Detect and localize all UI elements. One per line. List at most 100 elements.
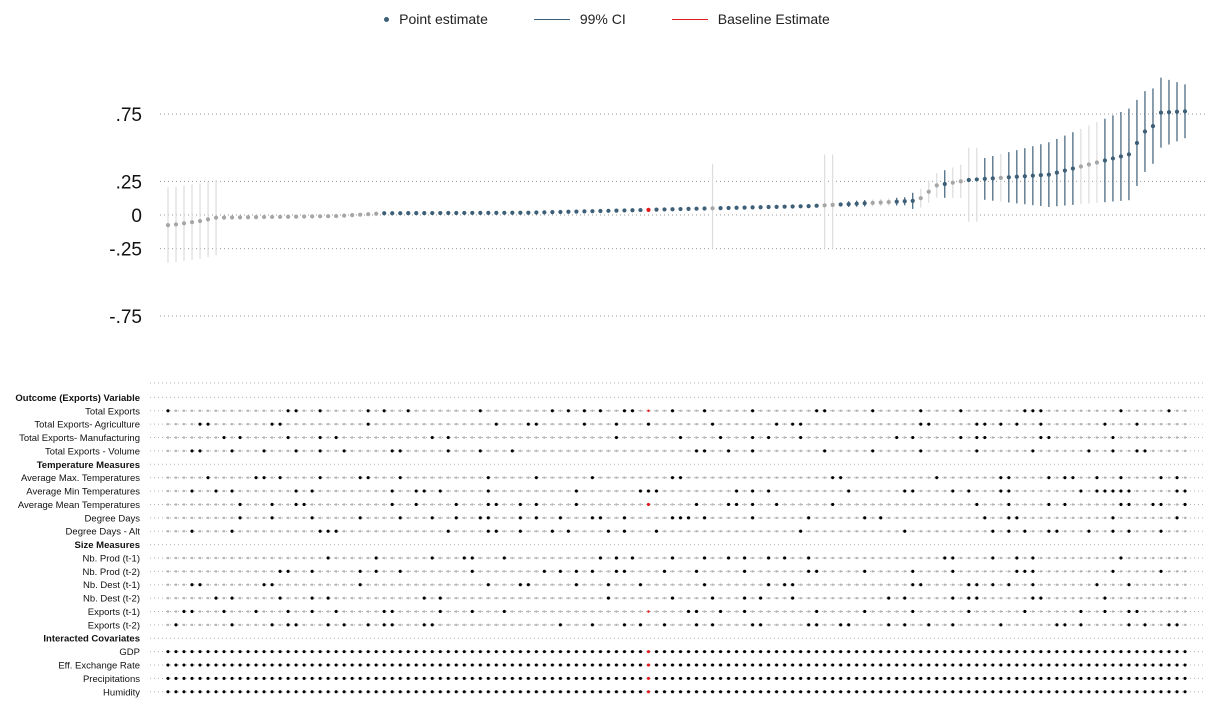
spec-dot (687, 623, 690, 627)
spec-dot (270, 502, 274, 506)
spec-dot (1159, 610, 1163, 613)
spec-dot (1119, 436, 1123, 439)
spec-dot (694, 502, 699, 506)
spec-dot (799, 690, 803, 694)
spec-dot (655, 623, 658, 627)
spec-dot (767, 556, 771, 560)
spec-dot (703, 570, 706, 573)
spec-dot (519, 449, 522, 453)
spec-dot (831, 409, 834, 413)
spec-dot (863, 583, 866, 586)
spec-dot (206, 596, 210, 600)
spec-dot (262, 422, 266, 426)
point-estimate (774, 204, 779, 209)
spec-dot (174, 476, 178, 479)
spec-dot (1175, 409, 1179, 413)
spec-dot (374, 489, 378, 493)
point-estimate (950, 180, 955, 185)
spec-dot (166, 596, 170, 600)
spec-dot (174, 610, 178, 613)
spec-dot (447, 516, 450, 520)
spec-dot (935, 556, 939, 560)
spec-dot (879, 676, 883, 680)
spec-dot (839, 663, 843, 667)
spec-dot (1047, 489, 1051, 493)
spec-dot (486, 529, 490, 533)
group-header: Outcome (Exports) Variable (15, 393, 140, 404)
point-estimate (1038, 173, 1043, 178)
spec-dot (879, 663, 883, 667)
point-estimate (1078, 164, 1083, 169)
spec-dot (1031, 623, 1035, 627)
spec-dot (775, 516, 778, 520)
spec-dot (823, 503, 826, 506)
spec-dot (1103, 596, 1107, 600)
spec-dot (991, 596, 995, 600)
point-estimate (270, 214, 275, 220)
spec-dot (775, 623, 778, 627)
spec-dot (767, 676, 771, 680)
spec-dot (983, 583, 987, 586)
spec-dot (455, 610, 458, 613)
spec-dot (630, 409, 635, 413)
spec-dot (879, 583, 882, 586)
spec-dot (678, 516, 683, 520)
spec-dot (1071, 422, 1075, 426)
spec-dot (374, 476, 378, 479)
spec-dot (182, 516, 186, 520)
spec-dot (1007, 476, 1011, 480)
spec-dot (687, 556, 690, 560)
spec-dot (270, 570, 274, 573)
spec-dot (903, 690, 907, 694)
spec-dot (1159, 650, 1163, 654)
spec-dot (646, 489, 651, 493)
spec-dot (455, 623, 458, 627)
spec-dot (222, 503, 226, 506)
spec-dot (558, 650, 562, 654)
spec-dot (1103, 516, 1107, 520)
spec-dot (526, 676, 530, 680)
spec-dot (967, 476, 971, 479)
spec-dot (1159, 502, 1163, 506)
point-estimate (1070, 166, 1075, 171)
spec-dot (358, 436, 362, 439)
spec-dot (302, 623, 306, 627)
spec-dot (254, 609, 258, 614)
spec-dot (919, 570, 922, 573)
spec-dot (382, 516, 386, 520)
spec-dot (1159, 476, 1163, 480)
spec-dot (831, 449, 834, 453)
spec-dot (1175, 676, 1179, 680)
spec-dot (358, 569, 362, 573)
spec-dot (1151, 676, 1155, 680)
spec-dot (1119, 650, 1123, 654)
spec-dot (543, 596, 546, 600)
spec-row-label: Exports (t-1) (88, 607, 140, 618)
point-estimate (846, 201, 851, 207)
spec-dot (831, 583, 834, 586)
spec-dot (342, 516, 346, 520)
spec-dot (390, 476, 394, 479)
spec-dot (190, 663, 194, 667)
spec-dot (1143, 690, 1147, 694)
spec-dot (166, 663, 170, 667)
spec-dot (655, 516, 658, 520)
spec-dot (639, 529, 642, 533)
spec-dot (527, 503, 530, 506)
spec-dot (1079, 690, 1083, 694)
spec-dot (1095, 436, 1099, 439)
spec-dot (342, 690, 346, 694)
spec-dot (959, 489, 963, 493)
spec-dot (398, 409, 402, 413)
spec-dot (959, 476, 963, 479)
spec-dot (831, 422, 834, 426)
spec-dot (423, 570, 426, 573)
spec-dot (374, 449, 378, 453)
spec-dot (710, 422, 715, 426)
point-estimate (205, 217, 211, 222)
spec-dot (751, 516, 755, 520)
spec-dot (1151, 596, 1155, 600)
spec-dot (511, 623, 514, 627)
spec-dot (943, 690, 947, 694)
spec-dot (463, 503, 466, 506)
